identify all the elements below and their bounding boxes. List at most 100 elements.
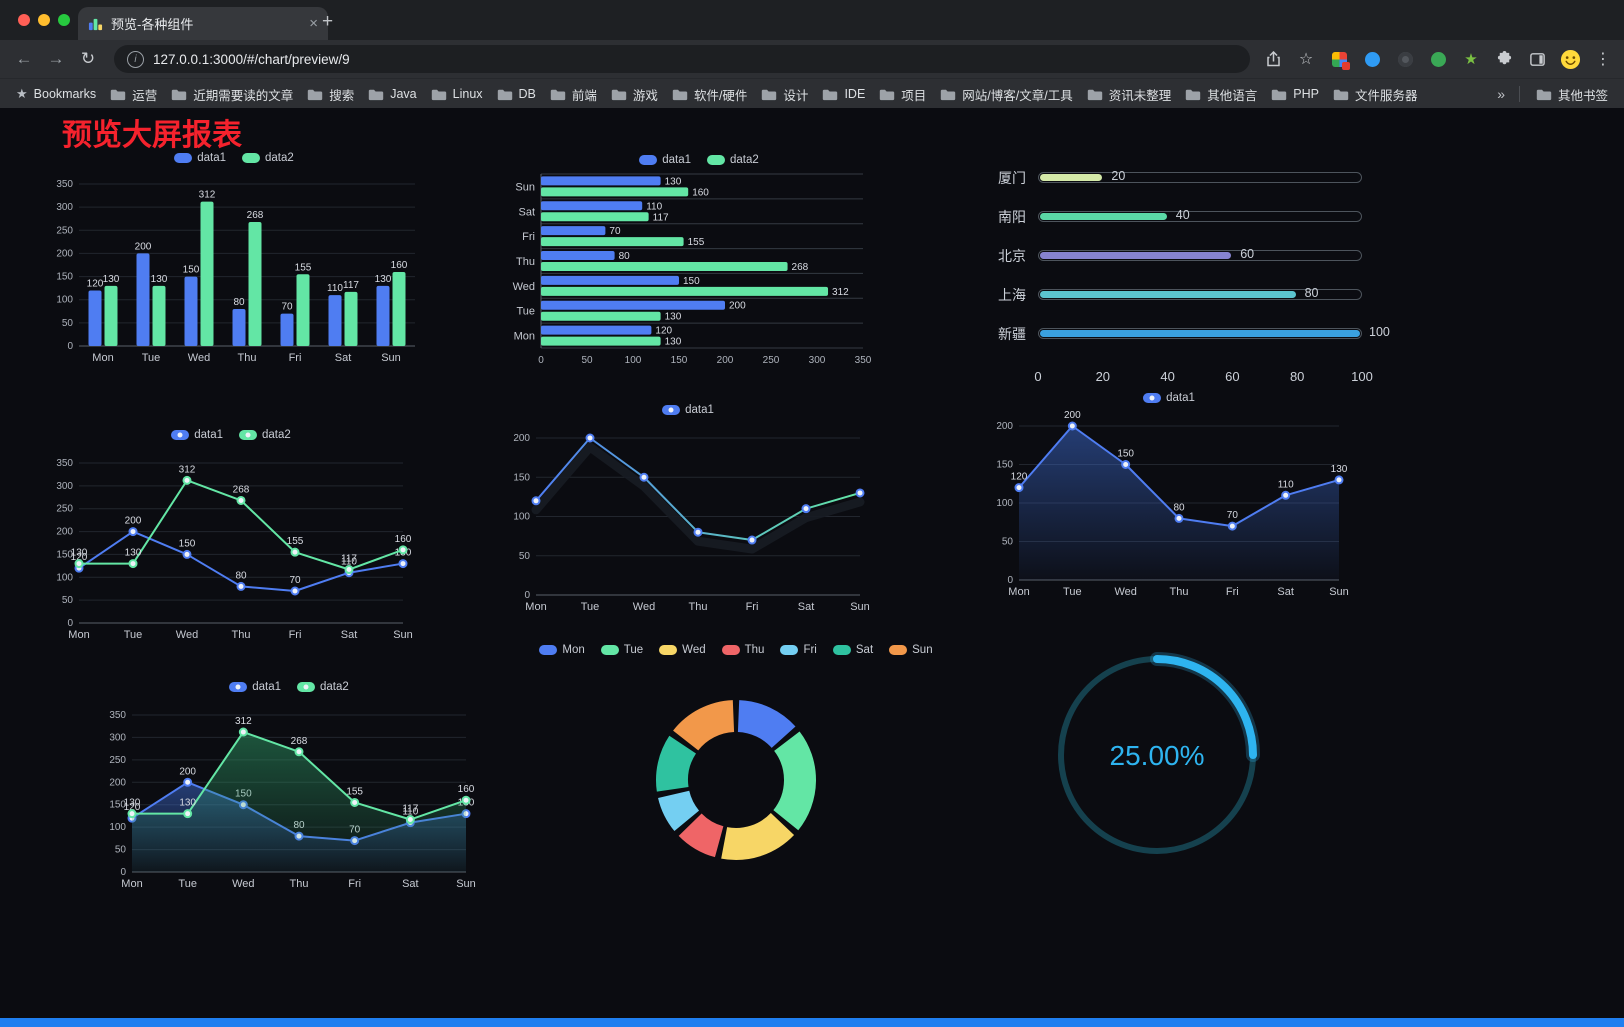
bookmark-folder-label: Java	[390, 87, 417, 101]
bookmark-folder[interactable]: 资讯未整理	[1081, 82, 1178, 107]
progress-fill	[1040, 174, 1103, 181]
tab-close-icon[interactable]: ×	[309, 15, 318, 32]
progress-track: 100	[1038, 325, 1390, 339]
bookmark-folder[interactable]: 前端	[544, 82, 603, 107]
svg-text:Tue: Tue	[581, 601, 600, 613]
bookmark-folder-label: 前端	[571, 88, 597, 103]
svg-text:268: 268	[233, 484, 250, 495]
bookmark-folder[interactable]: DB	[491, 84, 542, 104]
legend-label: data1	[252, 681, 281, 693]
legend-item[interactable]: data2	[239, 429, 291, 441]
extension-green-icon[interactable]	[1427, 48, 1449, 70]
chart-canvas: 0 50 100 150 200 250 300 350 Mon Tue Wed Thu Fri Sat S…	[109, 710, 475, 890]
legend-swatch	[889, 645, 908, 655]
bookmark-folder[interactable]: 运营	[104, 82, 163, 107]
svg-text:155: 155	[688, 237, 705, 248]
bookmark-folder[interactable]: Linux	[425, 84, 489, 104]
close-window-button[interactable]	[18, 14, 30, 26]
bookmarks-overflow-icon[interactable]: »	[1497, 86, 1505, 102]
legend-item[interactable]: data1	[1143, 392, 1195, 404]
legend-item[interactable]: Tue	[600, 644, 643, 656]
legend-item[interactable]: Thu	[721, 644, 764, 656]
bookmark-folder[interactable]: PHP	[1265, 84, 1325, 104]
progress-fill	[1040, 330, 1360, 337]
legend-label: Mon	[562, 644, 585, 656]
extension-grid-icon[interactable]	[1328, 48, 1350, 70]
site-info-icon[interactable]: i	[127, 50, 144, 68]
url-text[interactable]: 127.0.0.1:3000/#/chart/preview/9	[153, 51, 350, 67]
legend-item[interactable]: data1	[639, 154, 691, 166]
folder-icon	[941, 89, 956, 100]
bookmark-folder-label: 其他语言	[1207, 88, 1258, 103]
bookmark-folder[interactable]: 游戏	[605, 82, 664, 107]
percent-gauge-chart: 25.00%	[1052, 648, 1262, 862]
svg-text:268: 268	[247, 210, 264, 221]
legend-item[interactable]: data1	[662, 404, 714, 416]
svg-text:50: 50	[581, 355, 593, 366]
legend-item[interactable]: data1	[171, 429, 223, 441]
extension-star-icon[interactable]: ★	[1464, 51, 1478, 68]
city-progress-chart: 厦门 20 南阳 40 北京 60 上海 80 新疆 100 0 20 40 60 80 100	[990, 158, 1390, 390]
chart-canvas: 0 50 100 150 200 250 300 350 Mon Tue Wed Thu Fri Sat S…	[56, 179, 415, 364]
extension-dark-icon[interactable]	[1394, 48, 1416, 70]
legend-label: data1	[194, 429, 223, 441]
bookmarks-manager-item[interactable]: ★ Bookmarks	[10, 83, 102, 105]
legend-item[interactable]: Sun	[889, 644, 933, 656]
profile-avatar[interactable]	[1559, 48, 1581, 70]
svg-text:0: 0	[1007, 575, 1013, 586]
legend-swatch	[239, 430, 257, 440]
stacked-area-line-chart: data1 data2 0 50 100 150 200 250 300 350 Mon Tue Wed…	[98, 677, 480, 892]
bookmark-star-icon[interactable]: ☆	[1298, 51, 1314, 68]
svg-text:268: 268	[792, 262, 809, 273]
svg-text:Wed: Wed	[633, 601, 655, 613]
address-bar[interactable]: i 127.0.0.1:3000/#/chart/preview/9	[114, 45, 1250, 73]
legend-item[interactable]: data2	[242, 152, 294, 164]
legend-item[interactable]: data1	[174, 152, 226, 164]
other-bookmarks-folder[interactable]: 其他书签	[1530, 82, 1614, 107]
bookmark-folder[interactable]: Java	[362, 84, 422, 104]
maximize-window-button[interactable]	[58, 14, 70, 26]
minimize-window-button[interactable]	[38, 14, 50, 26]
side-panel-icon[interactable]	[1526, 48, 1548, 70]
svg-text:200: 200	[135, 241, 152, 252]
bookmark-folder[interactable]: 软件/硬件	[666, 82, 753, 107]
new-tab-button[interactable]: +	[322, 11, 334, 32]
extensions-puzzle-icon[interactable]	[1493, 48, 1515, 70]
svg-text:Sat: Sat	[341, 629, 358, 641]
folder-icon	[823, 89, 838, 100]
bookmark-folder[interactable]: 文件服务器	[1327, 82, 1424, 107]
legend-item[interactable]: data2	[707, 154, 759, 166]
svg-text:200: 200	[729, 301, 746, 312]
legend-item[interactable]: data2	[297, 681, 349, 693]
bookmark-folder[interactable]: 网站/博客/文章/工具	[934, 82, 1078, 107]
svg-text:Tue: Tue	[1063, 586, 1082, 598]
menu-kebab-icon[interactable]: ⋮	[1595, 51, 1611, 68]
legend-item[interactable]: Fri	[780, 644, 817, 656]
legend-item[interactable]: Wed	[659, 644, 706, 656]
svg-text:0: 0	[67, 618, 73, 629]
legend-item[interactable]: Mon	[539, 644, 585, 656]
svg-text:70: 70	[281, 302, 293, 313]
svg-text:0: 0	[538, 355, 544, 366]
bookmark-folder[interactable]: 设计	[755, 82, 814, 107]
browser-tab[interactable]: 预览-各种组件 ×	[78, 7, 328, 40]
svg-text:Mon: Mon	[525, 601, 546, 613]
bookmark-folder[interactable]: 其他语言	[1179, 82, 1263, 107]
back-icon[interactable]: ←	[15, 49, 33, 68]
horizontal-bar-chart: data1 data2 0 50 100 150 200 250 300 350 Sun 130 160…	[505, 150, 893, 368]
bookmark-folder[interactable]: 近期需要读的文章	[165, 82, 299, 107]
bookmark-folder[interactable]: 项目	[873, 82, 932, 107]
reload-icon[interactable]: ↻	[80, 49, 96, 68]
legend-item[interactable]: data1	[229, 681, 281, 693]
progress-row-label: 厦门	[998, 169, 1026, 186]
bookmark-folder[interactable]: 搜索	[301, 82, 360, 107]
svg-text:117: 117	[341, 554, 357, 565]
share-icon[interactable]	[1262, 48, 1284, 70]
legend-item[interactable]: Sat	[832, 644, 873, 656]
bookmark-folder[interactable]: IDE	[816, 84, 871, 104]
forward-icon[interactable]: →	[47, 49, 65, 68]
svg-text:0: 0	[120, 867, 126, 878]
svg-text:130: 130	[103, 274, 120, 285]
extension-raindrop-icon[interactable]	[1361, 48, 1383, 70]
svg-text:150: 150	[56, 549, 73, 560]
